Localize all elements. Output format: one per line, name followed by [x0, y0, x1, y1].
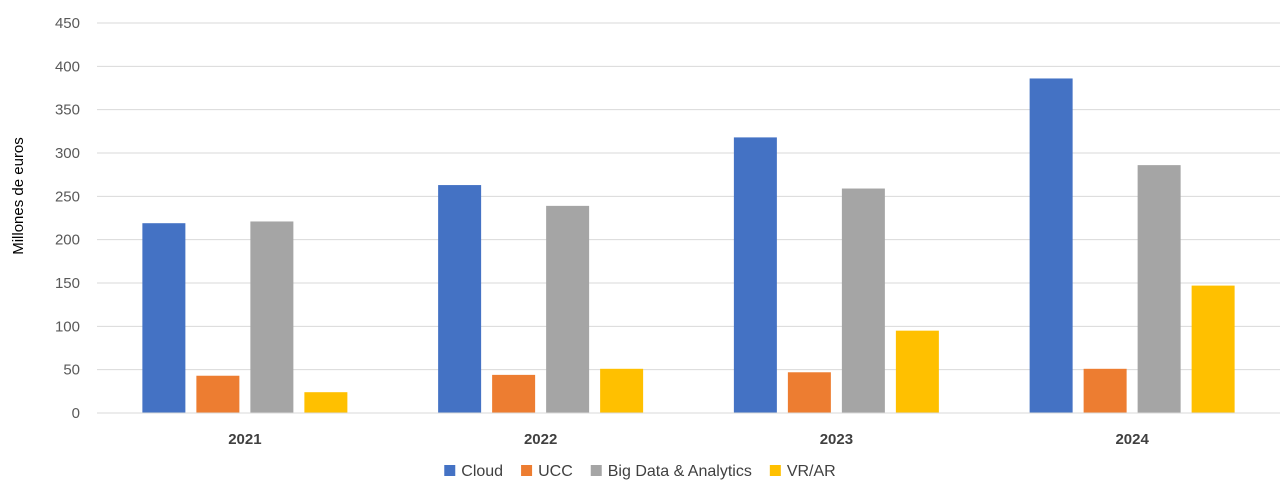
x-category-label: 2022 [524, 431, 557, 448]
y-tick-label: 250 [55, 188, 80, 205]
x-category-label: 2024 [1115, 431, 1149, 448]
y-tick-label: 350 [55, 102, 80, 119]
legend-label-ucc: UCC [538, 463, 573, 480]
x-category-label: 2021 [228, 431, 261, 448]
x-category-label: 2023 [820, 431, 853, 448]
bar-cloud-2024 [1029, 78, 1073, 413]
bar-big-data-analytics-2022 [546, 205, 590, 413]
legend-swatch-ucc [521, 465, 533, 476]
y-tick-label: 300 [55, 145, 80, 162]
gridlines [97, 22, 1280, 371]
y-axis-label: Millones de euros [10, 137, 27, 255]
legend-label-cloud: Cloud [461, 463, 503, 480]
bars [142, 78, 1235, 413]
bar-ucc-2024 [1083, 368, 1127, 413]
legend: Cloud UCC Big Data & Analytics VR/AR [444, 463, 836, 480]
legend-swatch-vr-ar [769, 465, 781, 476]
bar-ucc-2023 [787, 372, 831, 413]
bar-cloud-2021 [142, 223, 186, 413]
legend-label-big-data-analytics: Big Data & Analytics [608, 463, 752, 480]
legend-label-vr-ar: VR/AR [787, 463, 836, 480]
x-axis-categories: 2021 2022 2023 2024 [228, 431, 1149, 448]
bar-vr-ar-2023 [895, 330, 939, 413]
bar-big-data-analytics-2023 [841, 188, 885, 413]
bar-ucc-2022 [492, 374, 536, 413]
y-tick-label: 450 [55, 15, 80, 32]
bar-cloud-2022 [438, 185, 482, 413]
y-tick-label: 0 [72, 405, 80, 422]
bar-vr-ar-2021 [304, 392, 348, 413]
bar-vr-ar-2022 [600, 368, 644, 413]
bar-ucc-2021 [196, 375, 240, 413]
y-tick-label: 100 [55, 318, 80, 335]
bar-cloud-2023 [733, 137, 777, 413]
legend-swatch-cloud [444, 465, 456, 476]
bar-big-data-analytics-2021 [250, 221, 294, 413]
bar-big-data-analytics-2024 [1137, 165, 1181, 413]
y-axis-ticks: 0 50 100 150 200 250 300 350 400 450 [55, 15, 80, 422]
y-tick-label: 400 [55, 58, 80, 75]
y-tick-label: 150 [55, 275, 80, 292]
legend-swatch-big-data-analytics [590, 465, 602, 476]
y-tick-label: 50 [63, 362, 80, 379]
y-tick-label: 200 [55, 232, 80, 249]
bar-vr-ar-2024 [1191, 285, 1235, 413]
